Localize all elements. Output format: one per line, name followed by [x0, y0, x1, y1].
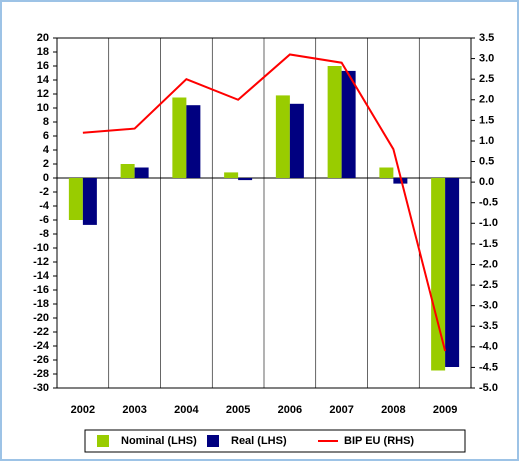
bar [238, 178, 253, 181]
legend-label: BIP EU (RHS) [344, 435, 414, 447]
y-tick-label: 6 [43, 130, 49, 142]
y-tick-label: 10 [37, 102, 49, 114]
y2-tick-label: 3.5 [479, 32, 494, 44]
y-tick-label: 0 [43, 172, 49, 184]
bar [289, 103, 304, 178]
bar [431, 178, 446, 371]
legend-swatch [207, 435, 219, 447]
x-tick-label: 2009 [433, 404, 457, 416]
y-tick-label: 2 [43, 158, 49, 170]
y2-tick-label: -0.5 [479, 197, 498, 209]
bar [327, 66, 342, 178]
y-tick-label: -20 [33, 312, 49, 324]
bar [341, 70, 356, 178]
y2-tick-label: -4.0 [479, 341, 498, 353]
x-tick-label: 2008 [381, 404, 405, 416]
line-series [82, 53, 447, 352]
y2-tick-label: 2.5 [479, 73, 494, 85]
bar [445, 178, 460, 367]
y2-tick-label: 1.0 [479, 135, 494, 147]
bar [120, 164, 135, 178]
y-tick-label: -6 [39, 214, 49, 226]
y-tick-label: -28 [33, 368, 49, 380]
y2-tick-label: -5.0 [479, 382, 498, 394]
y-tick-label: -2 [39, 186, 49, 198]
y-tick-label: -18 [33, 298, 49, 310]
y2-tick-label: -2.5 [479, 279, 498, 291]
y-tick-label: -14 [33, 270, 50, 282]
y-tick-label: -4 [39, 200, 50, 212]
x-tick-label: 2006 [278, 404, 302, 416]
bar [379, 167, 394, 178]
y2-tick-label: -4.5 [479, 361, 498, 373]
legend-swatch [97, 435, 109, 447]
legend-label: Nominal (LHS) [121, 435, 197, 447]
y2-tick-label: -1.0 [479, 217, 498, 229]
bar [68, 178, 83, 220]
y2-tick-label: -2.0 [479, 258, 498, 270]
y-tick-label: 4 [43, 144, 50, 156]
y2-tick-label: -1.5 [479, 238, 498, 250]
y-tick-label: 12 [37, 88, 49, 100]
y2-tick-label: 2.0 [479, 94, 494, 106]
bar [393, 178, 408, 184]
y-tick-label: -30 [33, 382, 49, 394]
y-tick-label: 14 [37, 74, 50, 86]
y-tick-label: -22 [33, 326, 49, 338]
y-tick-label: 18 [37, 46, 49, 58]
y-tick-label: -26 [33, 354, 49, 366]
bar [186, 105, 201, 178]
x-tick-label: 2003 [122, 404, 146, 416]
x-tick-label: 2002 [71, 404, 95, 416]
bar [134, 167, 149, 178]
legend-box [84, 429, 466, 453]
y2-tick-label: 3.0 [479, 52, 494, 64]
bar [275, 95, 290, 178]
y-tick-label: -24 [33, 340, 50, 352]
legend-label: Real (LHS) [231, 435, 287, 447]
y-tick-label: 8 [43, 116, 49, 128]
bar [172, 97, 187, 178]
y-tick-label: -10 [33, 242, 49, 254]
y-tick-label: -12 [33, 256, 49, 268]
y-tick-label: 16 [37, 60, 49, 72]
bar [224, 172, 239, 178]
y-tick-label: 20 [37, 32, 49, 44]
bar [82, 178, 97, 225]
y2-tick-label: -3.0 [479, 300, 498, 312]
y2-tick-label: 0.5 [479, 155, 494, 167]
y2-tick-label: -3.5 [479, 320, 498, 332]
y-tick-label: -16 [33, 284, 49, 296]
y-tick-label: -8 [39, 228, 49, 240]
y2-tick-label: 1.5 [479, 114, 494, 126]
x-tick-label: 2005 [226, 404, 250, 416]
x-tick-label: 2004 [174, 404, 199, 416]
y2-tick-label: 0.0 [479, 176, 494, 188]
x-tick-label: 2007 [329, 404, 353, 416]
